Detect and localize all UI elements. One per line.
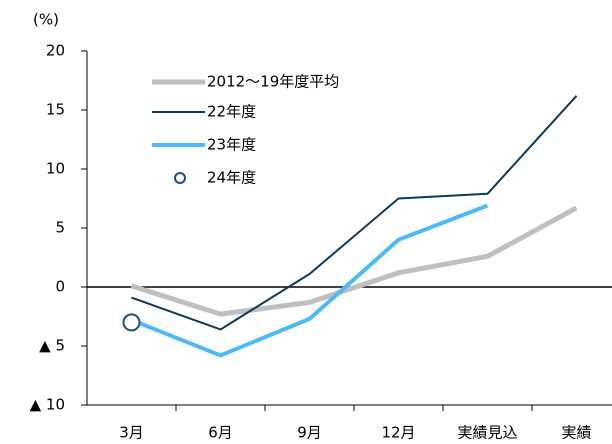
y-tick-label: 5 [55,219,65,237]
x-tick-label: 実績 [561,424,591,442]
x-tick-label: 9月 [297,424,322,442]
legend-label: 22年度 [207,103,256,121]
x-tick-label: 実績見込 [457,424,517,442]
y-tick-label: 0 [55,278,65,296]
legend-label: 24年度 [207,169,256,187]
x-tick-label: 6月 [208,424,233,442]
series-line [130,203,489,358]
legend-marker [174,172,186,184]
y-unit: (%) [33,11,59,29]
y-tick-label: ▲ 5 [39,337,65,355]
x-tick-label: 3月 [119,424,144,442]
series-line [130,205,578,317]
series-line [131,95,578,331]
legend-label: 2012〜19年度平均 [207,73,339,91]
legend-label: 23年度 [207,136,256,154]
y-tick-label: 10 [46,160,65,178]
y-tick-label: 20 [46,42,65,60]
marker [122,313,141,332]
y-tick-label: 15 [46,101,65,119]
x-tick-label: 12月 [381,424,415,442]
y-tick-label: ▲ 10 [30,396,65,414]
